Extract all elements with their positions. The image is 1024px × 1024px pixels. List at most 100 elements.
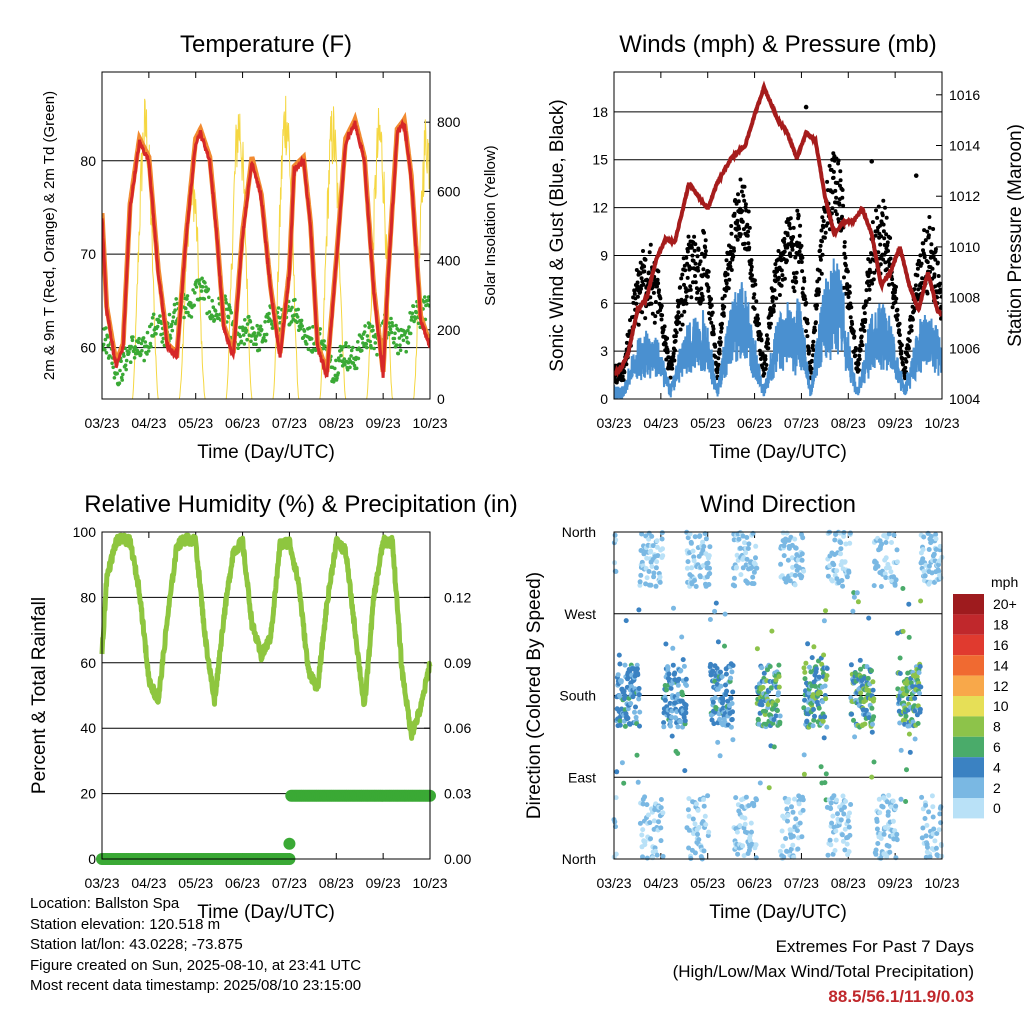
direction-point — [776, 684, 782, 690]
extremes-title: Extremes For Past 7 Days — [775, 937, 974, 956]
direction-point — [776, 662, 782, 668]
gust-point — [706, 288, 711, 293]
gust-point — [893, 300, 898, 305]
dewpoint-point — [124, 367, 128, 372]
gust-point — [731, 254, 736, 259]
direction-point — [936, 568, 942, 574]
direction-point — [634, 752, 640, 758]
gust-point — [925, 229, 930, 234]
gust-point — [685, 275, 690, 280]
direction-point — [827, 837, 833, 843]
gust-point — [648, 242, 653, 247]
gust-point — [735, 218, 740, 223]
direction-point — [804, 718, 810, 724]
gust-point — [662, 324, 667, 329]
dewpoint-point — [167, 312, 172, 317]
direction-point — [751, 569, 757, 575]
gust-point — [921, 248, 925, 253]
direction-point — [898, 747, 904, 753]
direction-point — [792, 582, 798, 588]
y-tick-label: 18 — [592, 104, 608, 120]
gust-point — [842, 244, 847, 249]
y-right-tick-label: 1006 — [949, 340, 980, 356]
direction-point — [790, 564, 796, 570]
direction-point — [848, 662, 854, 668]
direction-point — [637, 820, 643, 826]
direction-point — [883, 575, 889, 581]
dewpoint-point — [387, 321, 392, 325]
direction-point — [894, 559, 900, 565]
direction-point — [644, 855, 650, 861]
gust-point — [695, 254, 700, 259]
gust-point — [938, 287, 942, 292]
direction-point — [748, 565, 754, 571]
direction-point — [840, 793, 846, 799]
direction-point — [900, 686, 906, 692]
gust-point — [777, 275, 781, 280]
gust-point — [807, 349, 812, 354]
direction-point — [628, 701, 634, 706]
gust-point — [653, 314, 658, 319]
direction-point — [820, 718, 826, 724]
y-tick-label: 12 — [592, 200, 608, 216]
direction-point — [786, 796, 792, 802]
direction-point — [842, 826, 848, 832]
gust-point — [733, 198, 738, 202]
direction-point — [734, 552, 740, 558]
dewpoint-point — [369, 346, 374, 350]
gust-point — [810, 343, 815, 348]
direction-point — [625, 715, 631, 721]
gust-point — [734, 234, 738, 239]
direction-point — [799, 551, 805, 557]
direction-point — [658, 838, 664, 844]
direction-point — [700, 547, 706, 553]
gust-point — [693, 261, 698, 266]
dewpoint-point — [277, 316, 282, 320]
direction-point — [792, 572, 798, 578]
direction-point — [754, 646, 760, 652]
dewpoint-point — [413, 317, 418, 321]
dewpoint-point — [360, 336, 365, 341]
legend-swatch — [953, 798, 984, 819]
gust-point — [819, 228, 824, 233]
dewpoint-point — [426, 298, 430, 303]
gust-point — [641, 282, 646, 287]
direction-point — [928, 533, 934, 539]
direction-point — [720, 698, 726, 704]
gust-point — [729, 268, 734, 272]
gust-point — [679, 313, 684, 318]
dewpoint-point — [193, 291, 197, 295]
gust-point — [886, 249, 891, 253]
gust-point — [920, 276, 925, 281]
y-tick-label: 6 — [600, 295, 608, 311]
gust-point — [925, 260, 930, 265]
solar-insolation-line — [102, 95, 430, 399]
dewpoint-point — [354, 366, 359, 371]
gust-point — [729, 231, 734, 236]
gust-point — [883, 205, 887, 210]
gust-point — [636, 322, 641, 327]
gust-point — [847, 290, 852, 295]
direction-point — [729, 669, 735, 675]
direction-point — [724, 688, 730, 694]
dewpoint-point — [263, 339, 268, 343]
x-tick-label: 06/23 — [225, 415, 260, 431]
panel-1: Temperature (F) Time (Day/UTC) 03/23 04/23 0… — [41, 31, 499, 463]
direction-point — [728, 675, 734, 681]
direction-point — [915, 721, 921, 726]
dewpoint-point — [239, 339, 244, 344]
direction-point — [874, 819, 880, 824]
y-tick-label: 0 — [88, 851, 96, 867]
gust-point — [751, 295, 756, 300]
direction-point — [701, 797, 707, 802]
gust-point — [703, 252, 708, 257]
gust-point — [897, 333, 902, 337]
direction-point — [618, 678, 624, 684]
gust-point — [764, 363, 769, 367]
direction-point — [886, 531, 892, 537]
dewpoint-point — [173, 308, 177, 313]
dewpoint-point — [342, 357, 347, 361]
gust-point — [713, 344, 718, 349]
gust-point — [632, 291, 637, 296]
dewpoint-point — [333, 366, 337, 371]
